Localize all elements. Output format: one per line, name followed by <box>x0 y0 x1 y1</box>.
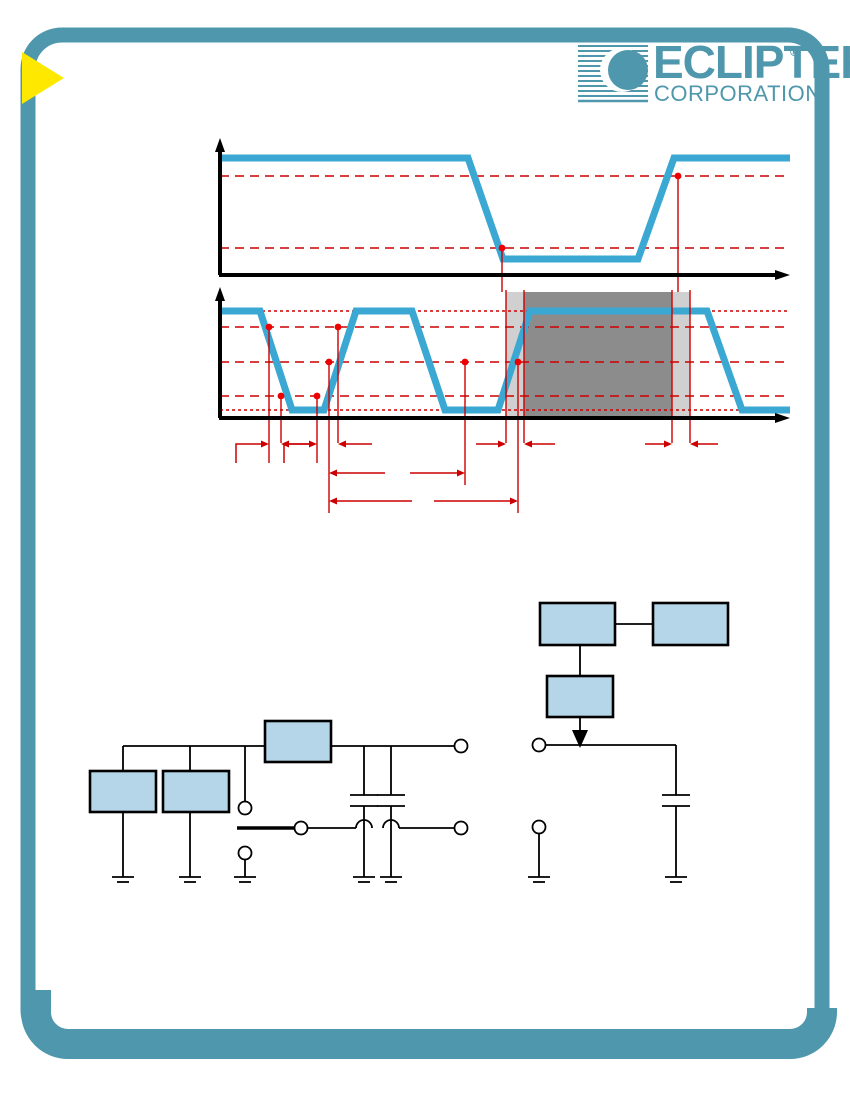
ground-cap-2 <box>380 876 402 883</box>
ecliptek-logo: ECLIPTEK ® CORPORATION <box>578 36 850 106</box>
fall2-vmid-cross-marker <box>461 358 469 366</box>
dim-period-arrowhead-right <box>510 497 518 505</box>
rising-edge-high-cross-marker <box>674 172 682 180</box>
component-box-right-2[interactable] <box>651 601 730 647</box>
ground-left-2 <box>179 876 201 883</box>
falling-edge-low-cross-marker <box>498 244 506 252</box>
rise2-vmid-cross-marker <box>514 358 522 366</box>
logo-registered-mark: ® <box>790 44 800 59</box>
waveform-bottom-chart <box>215 287 790 513</box>
waveform-top-chart <box>215 138 790 292</box>
capacitor-c1 <box>350 794 378 807</box>
dim-rise-time-arrowhead <box>309 440 317 448</box>
component-box-left-2[interactable] <box>161 769 231 814</box>
dim-fall-time <box>235 443 266 463</box>
terminal-ground-symbol <box>237 845 253 861</box>
waveform-bottom-trace <box>222 307 790 414</box>
terminal-output-bottom <box>453 820 469 836</box>
ground-right-2 <box>665 876 687 883</box>
fall1-vih-cross-marker <box>265 323 273 331</box>
capacitor-cl <box>662 794 690 807</box>
eclipse-disc-icon <box>578 45 648 103</box>
timing-dimension-arrows <box>235 440 718 505</box>
crossing-marker-group <box>265 323 522 400</box>
dim-band-inner-lead-arrowhead <box>524 440 532 448</box>
dimension-row-2 <box>329 469 465 477</box>
wire-hop-cap2 <box>382 819 400 829</box>
ground-left-1 <box>112 876 134 883</box>
component-box-right-1[interactable] <box>538 601 617 647</box>
ground-right-1 <box>528 876 550 883</box>
dim-high-pulse-width-arrowhead-right <box>457 469 465 477</box>
rise1-vil-cross-marker <box>313 392 321 400</box>
dim-period-arrowhead-left <box>329 497 337 505</box>
dim-band-trail-arrowhead <box>690 440 698 448</box>
terminal-group-left <box>237 738 469 861</box>
bottom-chart-y-axis-arrow <box>215 287 225 301</box>
dim-fall-time-arrowhead <box>261 440 269 448</box>
rise1-vih-cross-marker <box>334 323 342 331</box>
circuit-right <box>528 601 730 883</box>
component-box-left-1[interactable] <box>88 769 158 814</box>
dim-band-inner-trail-arrowhead <box>664 440 672 448</box>
terminal-input-node <box>293 820 309 836</box>
waveform-top-trace <box>222 154 790 263</box>
dim-high-pulse-width-arrowhead-left <box>329 469 337 477</box>
top-chart-y-axis-arrow <box>215 138 225 152</box>
logo-subtitle: CORPORATION <box>654 81 822 106</box>
fall1-vil-cross-marker <box>277 392 285 400</box>
ground-symbol-group-right <box>528 876 687 883</box>
ground-symbol-group-left <box>112 876 402 883</box>
ground-cap-1 <box>353 876 375 883</box>
capacitor-c2 <box>377 794 405 807</box>
terminal-output-top <box>453 738 469 754</box>
rounded-border-frame <box>20 27 837 1059</box>
dim-rise-mid-offset-arrowhead <box>338 440 346 448</box>
terminal-group-right <box>531 737 547 835</box>
dim-rise-time <box>283 443 314 463</box>
signal-direction-arrow <box>572 730 588 748</box>
dimension-row-3 <box>329 497 518 505</box>
logo-wordmark: ECLIPTEK <box>653 36 850 88</box>
terminal-right-ground <box>531 819 547 835</box>
wire-hop-cap1 <box>355 819 373 829</box>
dim-band-lead-arrowhead <box>498 440 506 448</box>
top-chart-x-axis-arrow <box>775 270 790 280</box>
dimension-row-1 <box>235 440 718 463</box>
rise1-vmid-cross-marker <box>325 358 333 366</box>
terminal-mid-node <box>237 800 253 816</box>
ground-left-3 <box>234 876 256 883</box>
yellow-triangle-marker <box>22 52 64 104</box>
circuit-left <box>88 719 469 883</box>
terminal-right-output <box>531 737 547 753</box>
bottom-chart-x-axis-arrow <box>775 413 790 423</box>
component-box-buffer[interactable] <box>263 719 333 764</box>
component-box-right-3[interactable] <box>545 674 615 719</box>
